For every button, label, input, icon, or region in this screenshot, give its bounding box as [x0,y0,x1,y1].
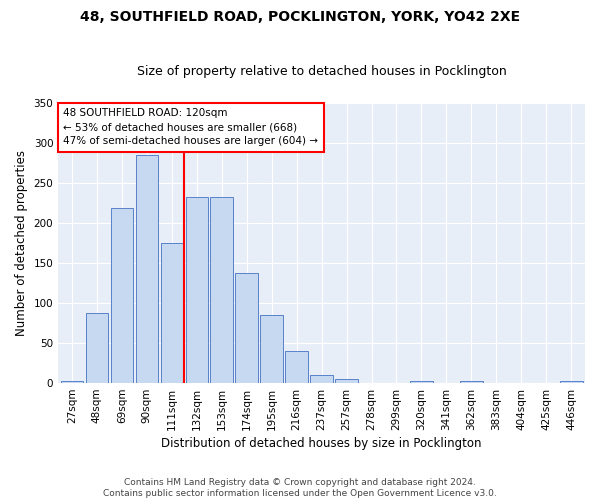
Bar [560,382,583,383]
Bar [335,379,358,383]
Bar [136,155,158,383]
Bar [61,382,83,383]
Bar [86,314,108,383]
Bar [161,243,183,383]
Text: 48 SOUTHFIELD ROAD: 120sqm
← 53% of detached houses are smaller (668)
47% of sem: 48 SOUTHFIELD ROAD: 120sqm ← 53% of deta… [64,108,319,146]
Text: 48, SOUTHFIELD ROAD, POCKLINGTON, YORK, YO42 2XE: 48, SOUTHFIELD ROAD, POCKLINGTON, YORK, … [80,10,520,24]
X-axis label: Distribution of detached houses by size in Pocklington: Distribution of detached houses by size … [161,437,482,450]
Bar [235,272,258,383]
Y-axis label: Number of detached properties: Number of detached properties [15,150,28,336]
Text: Contains HM Land Registry data © Crown copyright and database right 2024.
Contai: Contains HM Land Registry data © Crown c… [103,478,497,498]
Bar [110,208,133,383]
Bar [286,351,308,383]
Bar [211,198,233,383]
Bar [185,198,208,383]
Bar [410,382,433,383]
Title: Size of property relative to detached houses in Pocklington: Size of property relative to detached ho… [137,65,506,78]
Bar [460,380,482,383]
Bar [260,315,283,383]
Bar [310,375,333,383]
